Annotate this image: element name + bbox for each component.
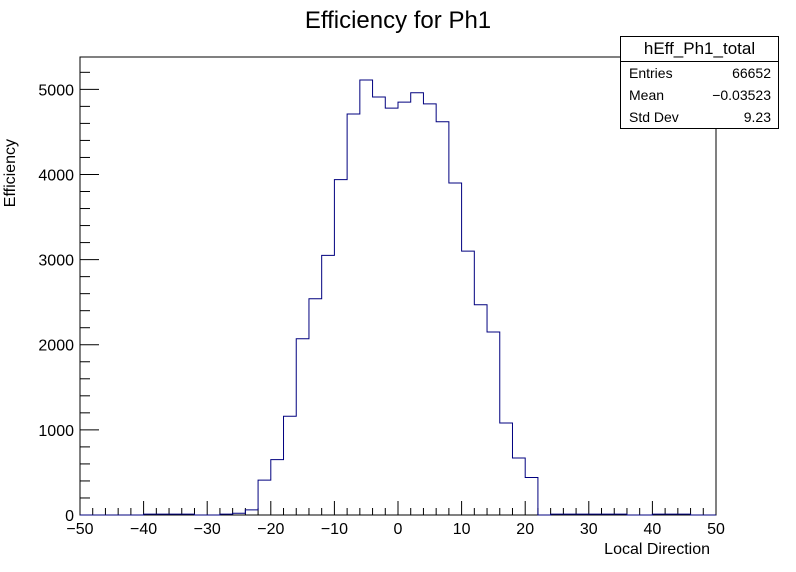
x-tick-label: −30 (194, 521, 221, 538)
histogram-series-line (80, 79, 716, 516)
stats-entries-value: 66652 (732, 65, 771, 81)
stats-row-mean: Mean −0.03523 (621, 84, 778, 106)
stats-box-title: hEff_Ph1_total (621, 37, 778, 62)
y-axis-label: Efficiency (2, 139, 19, 207)
x-tick-label: 30 (580, 521, 598, 538)
stats-row-entries: Entries 66652 (621, 62, 778, 84)
chart-title: Efficiency for Ph1 (305, 7, 491, 34)
stats-stddev-label: Std Dev (629, 109, 679, 125)
y-tick-label: 5000 (38, 82, 74, 99)
x-axis-label: Local Direction (604, 541, 710, 558)
x-tick-label: −40 (130, 521, 157, 538)
y-tick-label: 1000 (38, 423, 74, 440)
x-tick-label: −10 (321, 521, 348, 538)
x-tick-label: 10 (453, 521, 471, 538)
stats-stddev-value: 9.23 (743, 109, 771, 125)
stats-row-stddev: Std Dev 9.23 (621, 106, 778, 128)
stats-box: hEff_Ph1_total Entries 66652 Mean −0.035… (620, 36, 779, 129)
x-tick-label: −50 (66, 521, 93, 538)
stats-mean-label: Mean (629, 87, 665, 103)
stats-entries-label: Entries (629, 65, 673, 81)
x-tick-label: 40 (644, 521, 662, 538)
y-tick-label: 2000 (38, 338, 74, 355)
x-tick-label: −20 (257, 521, 284, 538)
x-tick-label: 50 (707, 521, 725, 538)
y-tick-label: 3000 (38, 253, 74, 270)
x-tick-label: 20 (516, 521, 534, 538)
x-tick-label: 0 (394, 521, 403, 538)
x-axis: −50 −40 −30 −20 −10 0 10 20 30 40 50 (66, 501, 725, 538)
y-axis: 0 1000 2000 3000 4000 5000 (38, 71, 99, 525)
stats-mean-value: −0.03523 (712, 87, 771, 103)
y-tick-label: 0 (65, 508, 74, 525)
y-tick-label: 4000 (38, 167, 74, 184)
